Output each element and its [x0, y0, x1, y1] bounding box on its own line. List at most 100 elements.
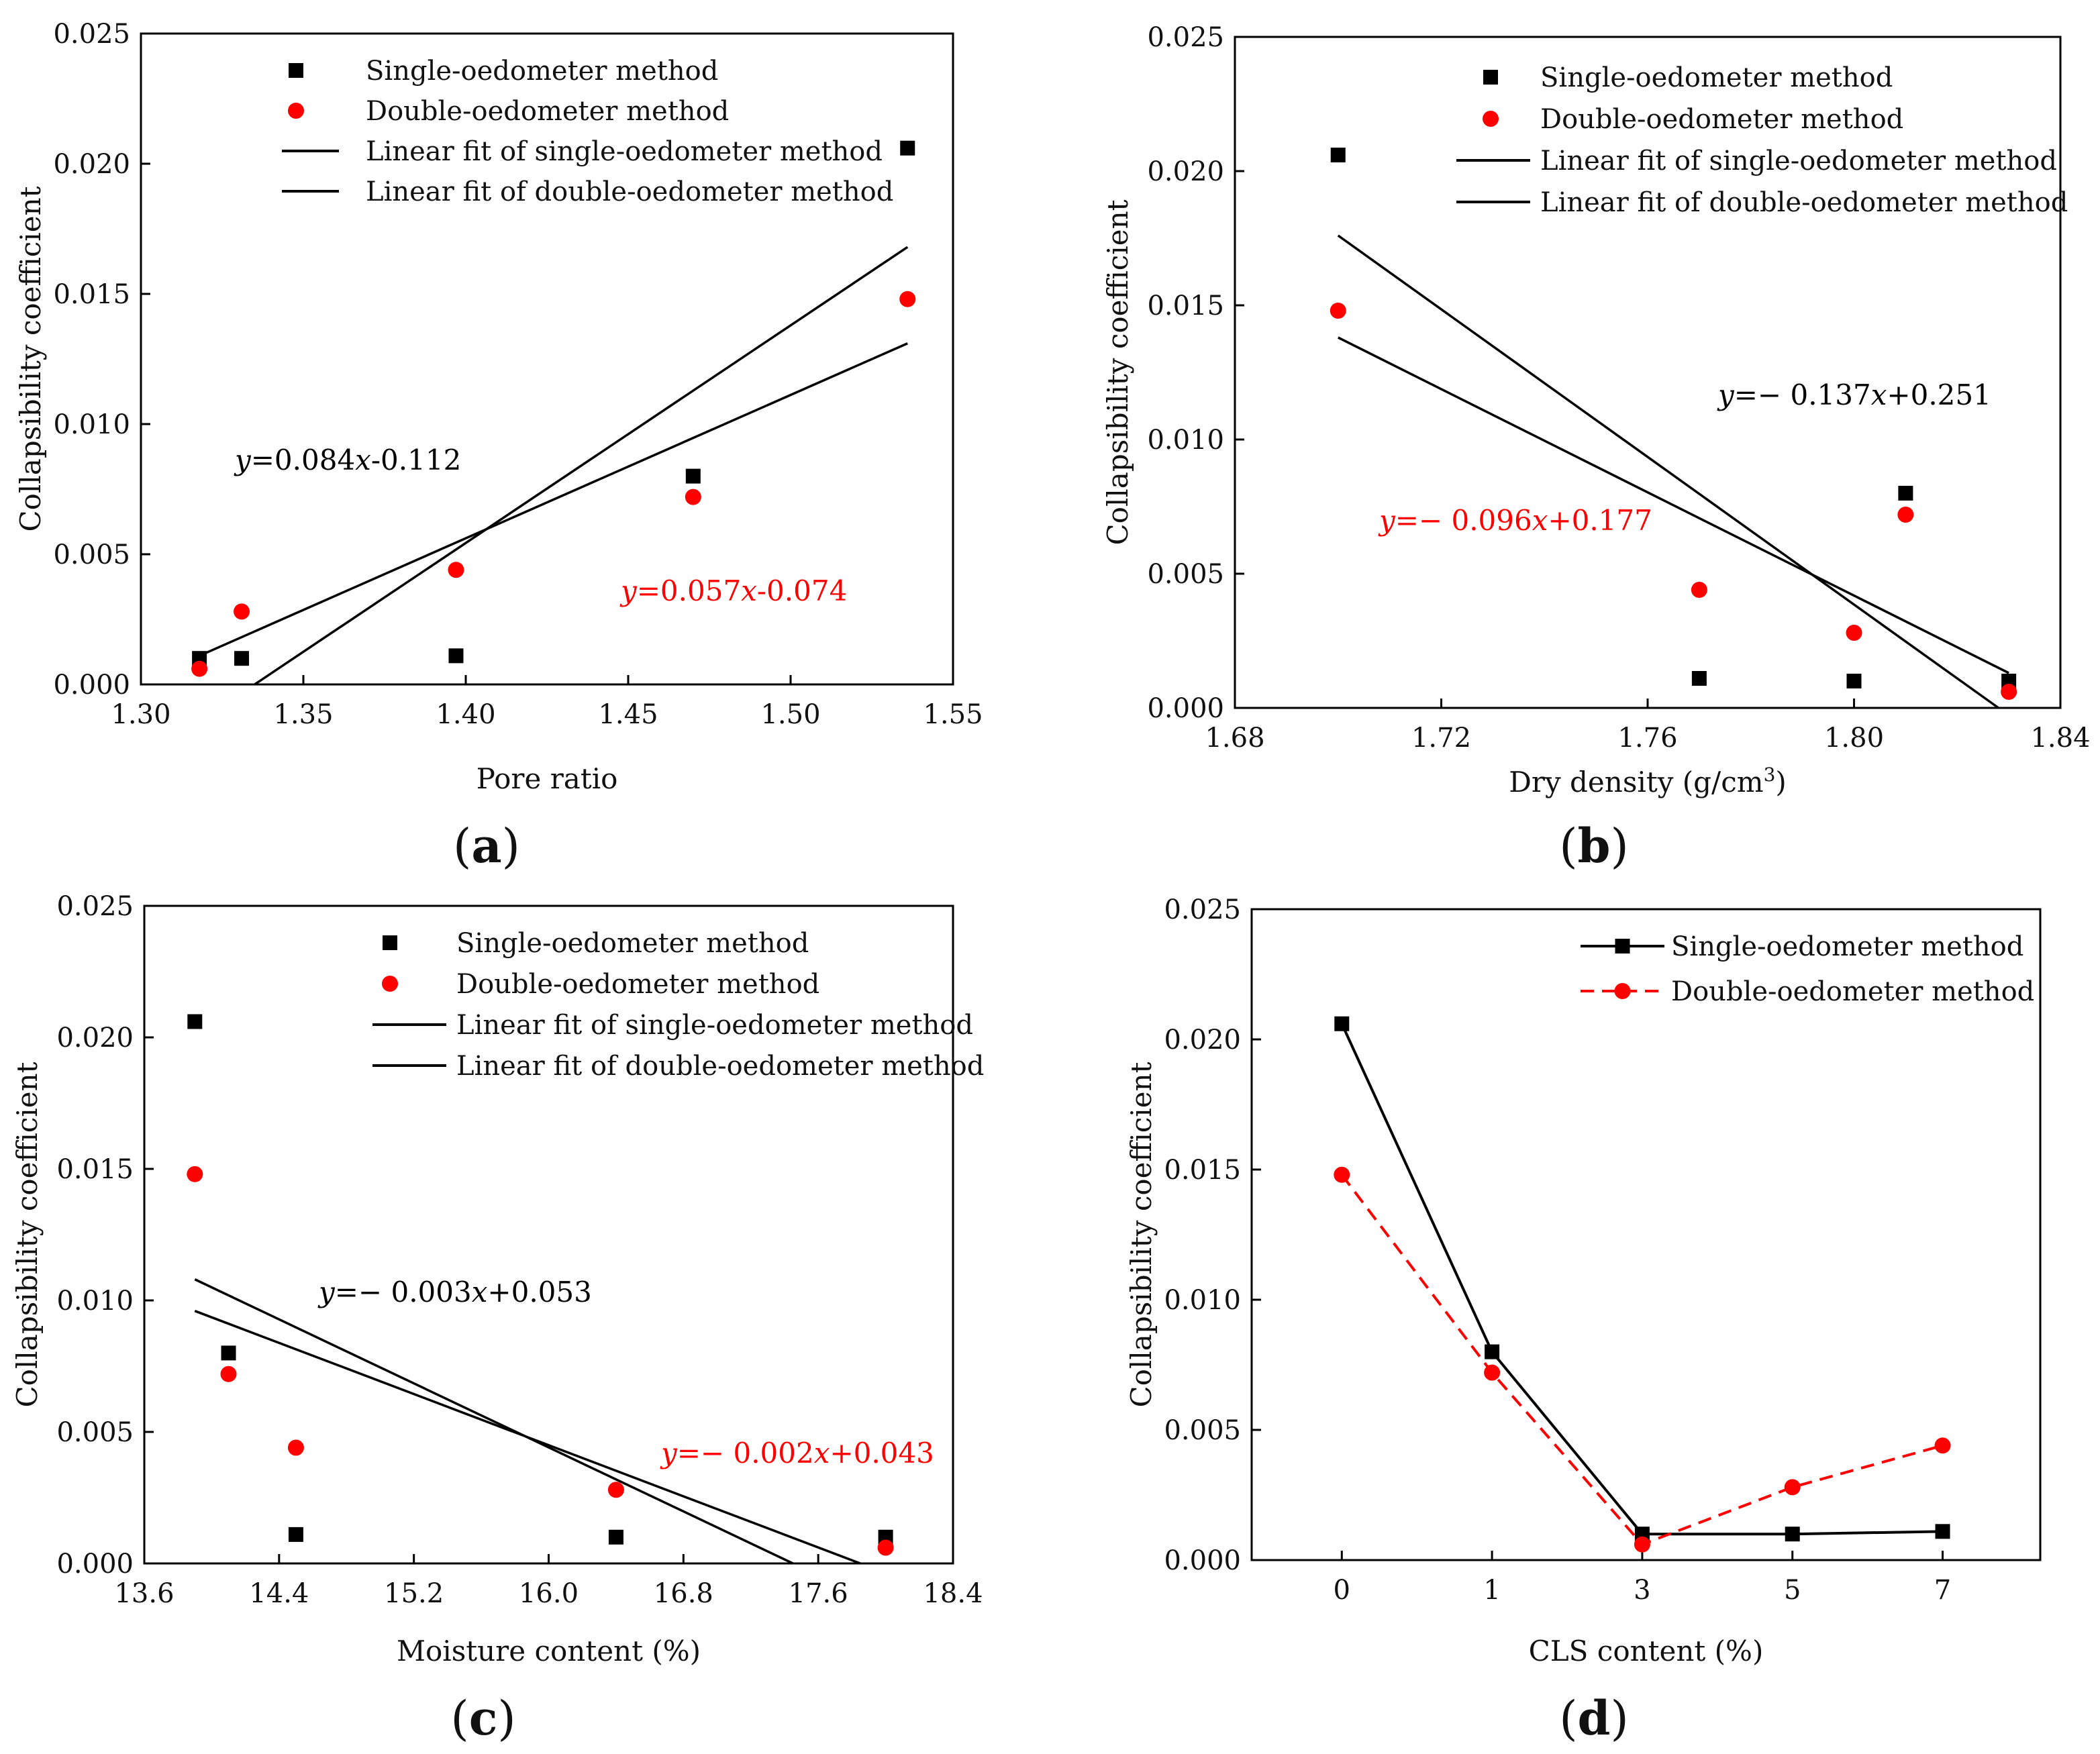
data-point-square — [1846, 674, 1862, 688]
fit-equation: y=− 0.003x+0.053 — [317, 1276, 592, 1308]
fit-equation: y=0.057x-0.074 — [619, 574, 847, 607]
data-point-circle — [1897, 507, 1914, 523]
x-tick-label: 7 — [1934, 1575, 1951, 1606]
panel-label: (a) — [453, 818, 520, 874]
legend-label: Double-oedometer method — [1671, 976, 2034, 1007]
data-point-circle — [1846, 625, 1862, 641]
x-tick-label: 1 — [1483, 1575, 1500, 1606]
series-line — [1340, 1174, 1944, 1547]
x-axis-title: CLS content (%) — [1529, 1635, 1764, 1667]
legend-marker-circle — [1614, 983, 1631, 999]
data-point-circle — [187, 1166, 203, 1182]
y-tick-label: 0.005 — [56, 1417, 134, 1448]
eq-slope: =− 0.002 — [677, 1437, 814, 1469]
plot-frame — [1234, 36, 2062, 709]
data-point-square — [1334, 1016, 1350, 1031]
x-tick-label: 0 — [1334, 1575, 1350, 1606]
plot-frame — [1250, 908, 2042, 1561]
data-point-circle — [287, 1439, 304, 1456]
eq-x: x — [814, 1437, 830, 1469]
y-tick-label: 0.015 — [56, 1154, 134, 1185]
x-tick-label: 16.0 — [519, 1578, 579, 1609]
x-tick-label: 1.35 — [273, 699, 333, 730]
x-axis-title-main: Dry density (g/cm — [1509, 766, 1763, 798]
fit-equation: y=− 0.137x+0.251 — [1717, 378, 1991, 411]
eq-y: y — [619, 574, 638, 607]
data-point-square — [187, 1014, 203, 1029]
legend-marker-square — [1615, 939, 1630, 953]
eq-y: y — [234, 444, 252, 476]
x-tick-label: 13.6 — [114, 1578, 174, 1609]
fit-line — [194, 1310, 861, 1565]
fit-line — [1337, 234, 1999, 709]
y-tick-label: 0.000 — [1164, 1545, 1241, 1576]
eq-slope: =− 0.137 — [1734, 378, 1871, 411]
legend-label: Linear fit of double-oedometer method — [456, 1051, 984, 1082]
legend-label: Single-oedometer method — [366, 56, 718, 87]
data-point-square — [1898, 486, 1913, 501]
x-axis-title: Dry density (g/cm3) — [1509, 764, 1787, 798]
data-point-square — [1330, 148, 1346, 162]
x-axis-title-end: ) — [1775, 766, 1786, 798]
x-tick-label: 1.45 — [598, 699, 658, 730]
y-tick-label: 0.010 — [1147, 425, 1224, 456]
panel-label-open: ( — [453, 819, 471, 874]
x-tick-label: 1.30 — [111, 699, 170, 730]
fit-equation: y=− 0.002x+0.043 — [660, 1437, 934, 1469]
eq-intercept: -0.074 — [757, 574, 847, 607]
x-tick-label: 17.6 — [789, 1578, 848, 1609]
legend-label: Linear fit of double-oedometer method — [1540, 187, 2068, 218]
y-tick-label: 0.010 — [1164, 1285, 1241, 1316]
legend: Single-oedometer method Double-oedometer … — [282, 56, 893, 207]
legend-marker-circle — [288, 103, 304, 119]
legend-label: Single-oedometer method — [1540, 62, 1893, 93]
data-point-square — [448, 648, 464, 664]
y-tick-label: 0.005 — [1164, 1415, 1241, 1446]
y-tick-label: 0.010 — [56, 1286, 134, 1317]
legend-label: Single-oedometer method — [456, 928, 809, 959]
legend: Single-oedometer method Double-oedometer … — [1456, 62, 2068, 218]
eq-intercept: +0.251 — [1887, 378, 1991, 411]
data-point-circle — [899, 291, 916, 307]
panel-label-close: ) — [502, 819, 520, 874]
y-tick-label: 0.015 — [1147, 291, 1224, 321]
x-tick-label: 3 — [1634, 1575, 1650, 1606]
data-point-square — [1691, 671, 1707, 686]
panel-label-open: ( — [450, 1691, 468, 1746]
data-point-circle — [2001, 684, 2017, 700]
data-point-square — [900, 140, 915, 156]
panel-label-letter: b — [1578, 818, 1611, 874]
x-tick-label: 1.72 — [1411, 723, 1471, 754]
legend: Single-oedometer method Double-oedometer … — [1581, 931, 2034, 1007]
data-point-circle — [1334, 1166, 1350, 1183]
legend-label: Double-oedometer method — [1540, 104, 1903, 135]
panel-label-open: ( — [1559, 1691, 1577, 1746]
x-tick-label: 15.2 — [384, 1578, 444, 1609]
fit-equation: y=− 0.096x+0.177 — [1378, 504, 1652, 537]
legend: Single-oedometer method Double-oedometer … — [372, 928, 984, 1082]
x-tick-label: 1.80 — [1824, 723, 1884, 754]
panel-label: (b) — [1559, 818, 1629, 874]
data-point-square — [1485, 1344, 1500, 1359]
data-point-circle — [1484, 1364, 1501, 1381]
eq-x: x — [355, 444, 371, 476]
x-axis-title: Pore ratio — [477, 762, 618, 795]
x-tick-label: 5 — [1784, 1575, 1801, 1606]
data-point-circle — [1330, 303, 1346, 319]
eq-slope: =− 0.003 — [335, 1276, 472, 1308]
y-tick-label: 0.025 — [53, 19, 130, 50]
panel-label-letter: c — [469, 1690, 498, 1746]
data-point-circle — [1634, 1536, 1650, 1553]
x-tick-label: 1.55 — [923, 699, 983, 730]
legend-label: Double-oedometer method — [456, 969, 819, 1000]
data-point-circle — [607, 1482, 624, 1498]
data-point-circle — [685, 488, 701, 505]
panel-label: (c) — [450, 1690, 515, 1746]
data-point-square — [288, 1527, 303, 1542]
fit-line — [254, 246, 909, 686]
eq-y: y — [660, 1437, 678, 1469]
y-tick-label: 0.000 — [56, 1549, 134, 1580]
eq-slope: =0.084 — [251, 444, 355, 476]
legend-label: Linear fit of single-oedometer method — [366, 136, 883, 167]
data-point-square — [234, 651, 250, 666]
